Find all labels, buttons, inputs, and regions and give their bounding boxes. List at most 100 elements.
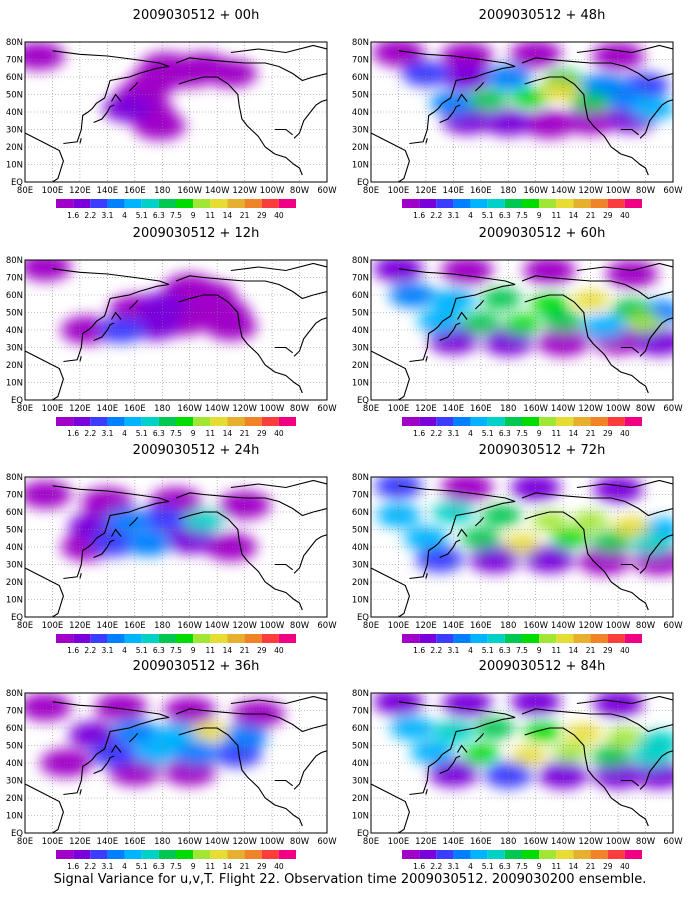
lon-tick-label: 160W (523, 404, 548, 414)
lon-tick-label: 180 (154, 186, 170, 196)
map-panel: 2009030512 + 36h 80E 100E 120E 140E 160E 180 16… (6, 659, 337, 871)
map-frame (370, 476, 674, 618)
lat-tick-label: 50N (352, 91, 369, 101)
variance-cell (538, 761, 589, 789)
lat-tick-label: 50N (352, 742, 369, 752)
lon-tick-label: 140E (97, 186, 119, 196)
variance-cell (373, 693, 424, 716)
colorbar-swatch (504, 199, 522, 208)
colorbar-swatch (210, 634, 228, 643)
coastline (620, 563, 640, 571)
colorbar-swatch (539, 634, 557, 643)
coastlines (25, 262, 327, 400)
lon-tick-label: 80E (17, 186, 33, 196)
lon-tick-label: 160E (470, 837, 492, 847)
lon-tick-label: 80E (17, 621, 33, 631)
lat-tick-label: 20N (352, 143, 369, 153)
lon-tick-label: 80W (636, 186, 656, 196)
lat-tick-label: 60N (352, 73, 369, 83)
coastline (474, 516, 485, 527)
lon-tick-label: 140E (443, 404, 465, 414)
lon-tick-label: 120W (232, 837, 257, 847)
coastline (576, 695, 673, 705)
colorbar-swatch (453, 850, 471, 859)
coastline (128, 732, 139, 743)
variance-cell (154, 723, 198, 747)
colorbar-swatch (573, 850, 591, 859)
lat-tick-label: 80N (352, 38, 369, 48)
coastline (52, 701, 170, 719)
colorbar-swatch (141, 417, 159, 426)
coastline (128, 516, 139, 527)
colorbar-label: 3.1 (447, 646, 459, 655)
coastline (521, 275, 673, 300)
coastline (524, 727, 649, 827)
coastline (371, 350, 410, 400)
lon-tick-label: 80W (290, 186, 310, 196)
colorbar-label: 3.1 (101, 862, 113, 871)
colorbar-swatch (278, 417, 296, 426)
colorbar-label: 40 (620, 211, 630, 220)
coastline (175, 57, 327, 82)
panel-title: 2009030512 + 60h (479, 226, 606, 241)
colorbar-label: 9 (191, 211, 196, 220)
colorbar-label: 7.5 (516, 211, 528, 220)
map-frame (24, 41, 328, 183)
colorbar-swatch (556, 850, 574, 859)
colorbar-label: 1.6 (67, 429, 79, 438)
lon-tick-label: 100E (42, 837, 64, 847)
lat-tick-label: 20N (6, 361, 23, 371)
lat-tick-label: 70N (352, 707, 369, 717)
lat-tick-label: 70N (352, 56, 369, 66)
variance-cell (510, 477, 561, 501)
variance-cell (441, 477, 494, 502)
coastline (524, 294, 649, 394)
variance-cell (634, 328, 673, 356)
colorbar-swatch (419, 850, 437, 859)
variance-cell (605, 260, 658, 288)
coastline (576, 479, 673, 489)
lon-tick-label: 60W (317, 621, 337, 631)
colorbar-label: 14 (223, 862, 233, 871)
map-frame (24, 692, 328, 834)
lat-tick-label: 50N (6, 526, 23, 536)
coastline (425, 138, 428, 144)
lon-tick-label: 180 (500, 404, 516, 414)
colorbar-label: 11 (206, 862, 216, 871)
coastline (111, 528, 122, 537)
colorbar-swatch (244, 417, 262, 426)
variance-cell (578, 547, 631, 575)
lon-tick-label: 60W (317, 837, 337, 847)
variance-cell (572, 291, 609, 310)
lon-tick-label: 140W (205, 404, 230, 414)
variance-cell (631, 745, 673, 767)
lon-tick-label: 80E (363, 621, 379, 631)
colorbar-label: 4 (122, 862, 127, 871)
variance-cell (483, 109, 534, 136)
lon-tick-label: 120E (69, 186, 91, 196)
colorbar-label: 21 (240, 862, 250, 871)
colorbar: 1.6 2.2 3.1 4 5.1 6.3 7.5 9 11 14 21 29 40 (56, 417, 296, 438)
variance-cell (25, 693, 72, 721)
coastline (371, 567, 410, 617)
colorbar-swatch (590, 199, 608, 208)
colorbar-label: 14 (569, 429, 579, 438)
lat-tick-label: EQ (357, 396, 369, 406)
panel-title: 2009030512 + 12h (133, 226, 260, 241)
lon-tick-label: 120W (232, 404, 257, 414)
lat-tick-label: 40N (6, 108, 23, 118)
colorbar-swatch (278, 199, 296, 208)
lon-tick-label: 160E (124, 404, 146, 414)
colorbar-label: 14 (569, 211, 579, 220)
colorbar-swatch (624, 850, 642, 859)
colorbar-label: 29 (257, 429, 267, 438)
colorbar-label: 4 (122, 646, 127, 655)
variance-cell (374, 477, 423, 499)
lon-tick-label: 160W (523, 621, 548, 631)
colorbar-label: 21 (240, 429, 250, 438)
colorbar-swatch (73, 199, 91, 208)
colorbar-swatch (624, 417, 642, 426)
colorbar-swatch (487, 417, 505, 426)
colorbar-label: 7.5 (170, 429, 182, 438)
colorbar-label: 6.3 (153, 862, 165, 871)
